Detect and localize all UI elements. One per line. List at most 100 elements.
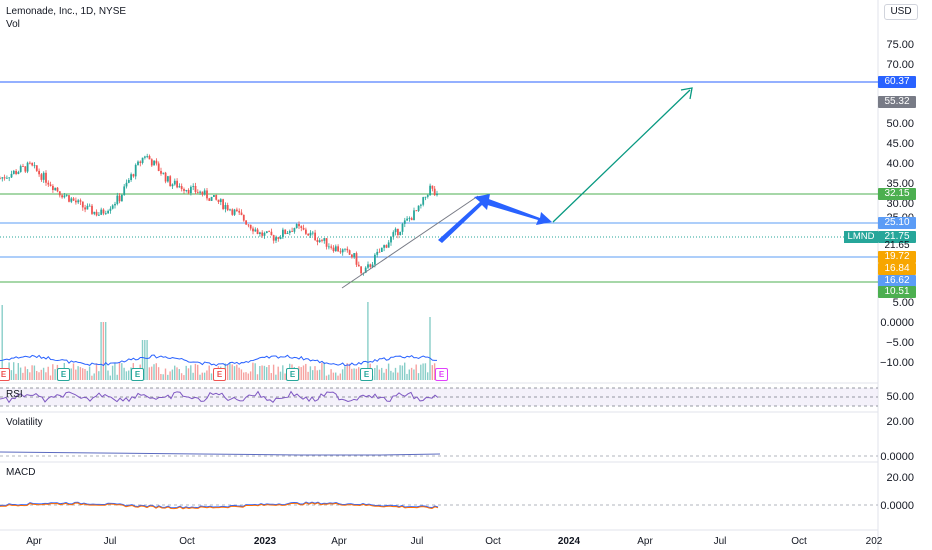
volume-bar [268,364,270,380]
volume-bar [54,369,56,380]
volatility-label[interactable]: Volatility [6,417,43,428]
trend-channel-line[interactable] [341,195,479,289]
earnings-marker[interactable]: E [286,368,299,381]
candle-body [337,246,339,252]
price-badge: 16.84 [878,263,916,275]
candle-body [169,176,172,187]
volume-bar [49,375,52,380]
volume-bar [309,366,312,380]
volume-bar [93,373,95,380]
candle-body [367,264,369,268]
candle-body [70,198,73,202]
candle-body [378,251,381,253]
volume-bar [410,367,413,380]
price-badge: 10.51 [878,286,916,298]
candle-body [56,187,59,192]
volume-bar [355,368,358,380]
candle-body [88,205,91,207]
candlestick-series [0,153,438,276]
candle-body [387,242,390,248]
time-tick: Apr [331,536,347,547]
price-badge: 32.15 [878,188,916,200]
candle-body [155,160,158,164]
time-tick: 202 [865,536,883,547]
volume-bar [275,374,277,380]
macd-axis-top: 20.00 [886,472,914,484]
price-badge: 25.10 [878,217,916,229]
volume-bar [72,363,75,380]
candle-body [295,224,298,229]
candle-body [118,195,121,202]
candle-body [328,246,330,248]
earnings-marker[interactable]: E [360,368,373,381]
volume-bar [38,372,40,380]
candle-body [302,227,305,230]
volume-bar [111,365,114,380]
candle-body [194,185,197,192]
candle-body [369,264,372,267]
candle-body [284,229,287,234]
candle-body [95,211,98,216]
candle-body [332,247,335,252]
volume-bar [339,373,341,380]
candle-body [190,186,192,194]
volume-bar [335,372,337,380]
candle-body [132,174,135,177]
volume-bar [26,369,29,380]
volume-bar [401,365,404,380]
volume-legend[interactable]: Vol [6,19,20,30]
time-tick: 2024 [557,536,581,547]
rsi-label[interactable]: RSI [6,389,23,400]
candle-body [300,226,303,228]
volume-bar [429,317,431,380]
price-badge: 21.65 [884,240,910,251]
volume-bar [91,375,93,380]
earnings-marker[interactable]: E [0,368,10,381]
volume-bar [323,362,325,380]
time-tick: Jul [410,536,424,547]
volume-bar [10,370,13,380]
volume-bar [307,371,309,380]
macd-label[interactable]: MACD [6,467,36,478]
volume-bar [341,369,344,380]
volume-bar [160,373,162,380]
volume-bar [208,365,210,380]
candle-body [256,229,259,234]
candle-body [213,195,215,197]
candle-body [261,232,264,236]
candle-body [351,254,353,258]
volume-bar [325,375,328,380]
candle-body [26,162,29,172]
candle-body [401,223,404,232]
time-tick: 2023 [253,536,277,547]
time-tick: Apr [26,536,42,547]
price-badge: 55.32 [878,96,916,108]
candle-body [148,156,151,160]
candle-body [187,189,190,194]
candle-body [277,237,280,239]
earnings-marker[interactable]: E [435,368,448,381]
candle-body [84,207,86,210]
candle-body [311,232,314,234]
candle-body [236,209,238,211]
currency-button[interactable]: USD [884,4,918,20]
earnings-marker[interactable]: E [213,368,226,381]
volume-bar [302,365,305,380]
volume-bar [19,367,22,380]
candle-body [399,231,402,236]
volume-bar [378,369,381,380]
target-arrow-line[interactable] [552,89,691,223]
volume-bar [178,369,180,380]
volume-bar [387,363,390,380]
projection-arrow-down[interactable] [484,198,552,225]
symbol-title[interactable]: Lemonade, Inc., 1D, NYSE [6,6,127,17]
candle-body [424,196,427,198]
earnings-marker[interactable]: E [131,368,144,381]
volume-bar [233,366,236,380]
candle-body [185,189,188,191]
candle-body [65,195,68,197]
candle-body [318,240,321,243]
projection-arrow-up[interactable] [438,194,490,243]
earnings-marker[interactable]: E [57,368,70,381]
